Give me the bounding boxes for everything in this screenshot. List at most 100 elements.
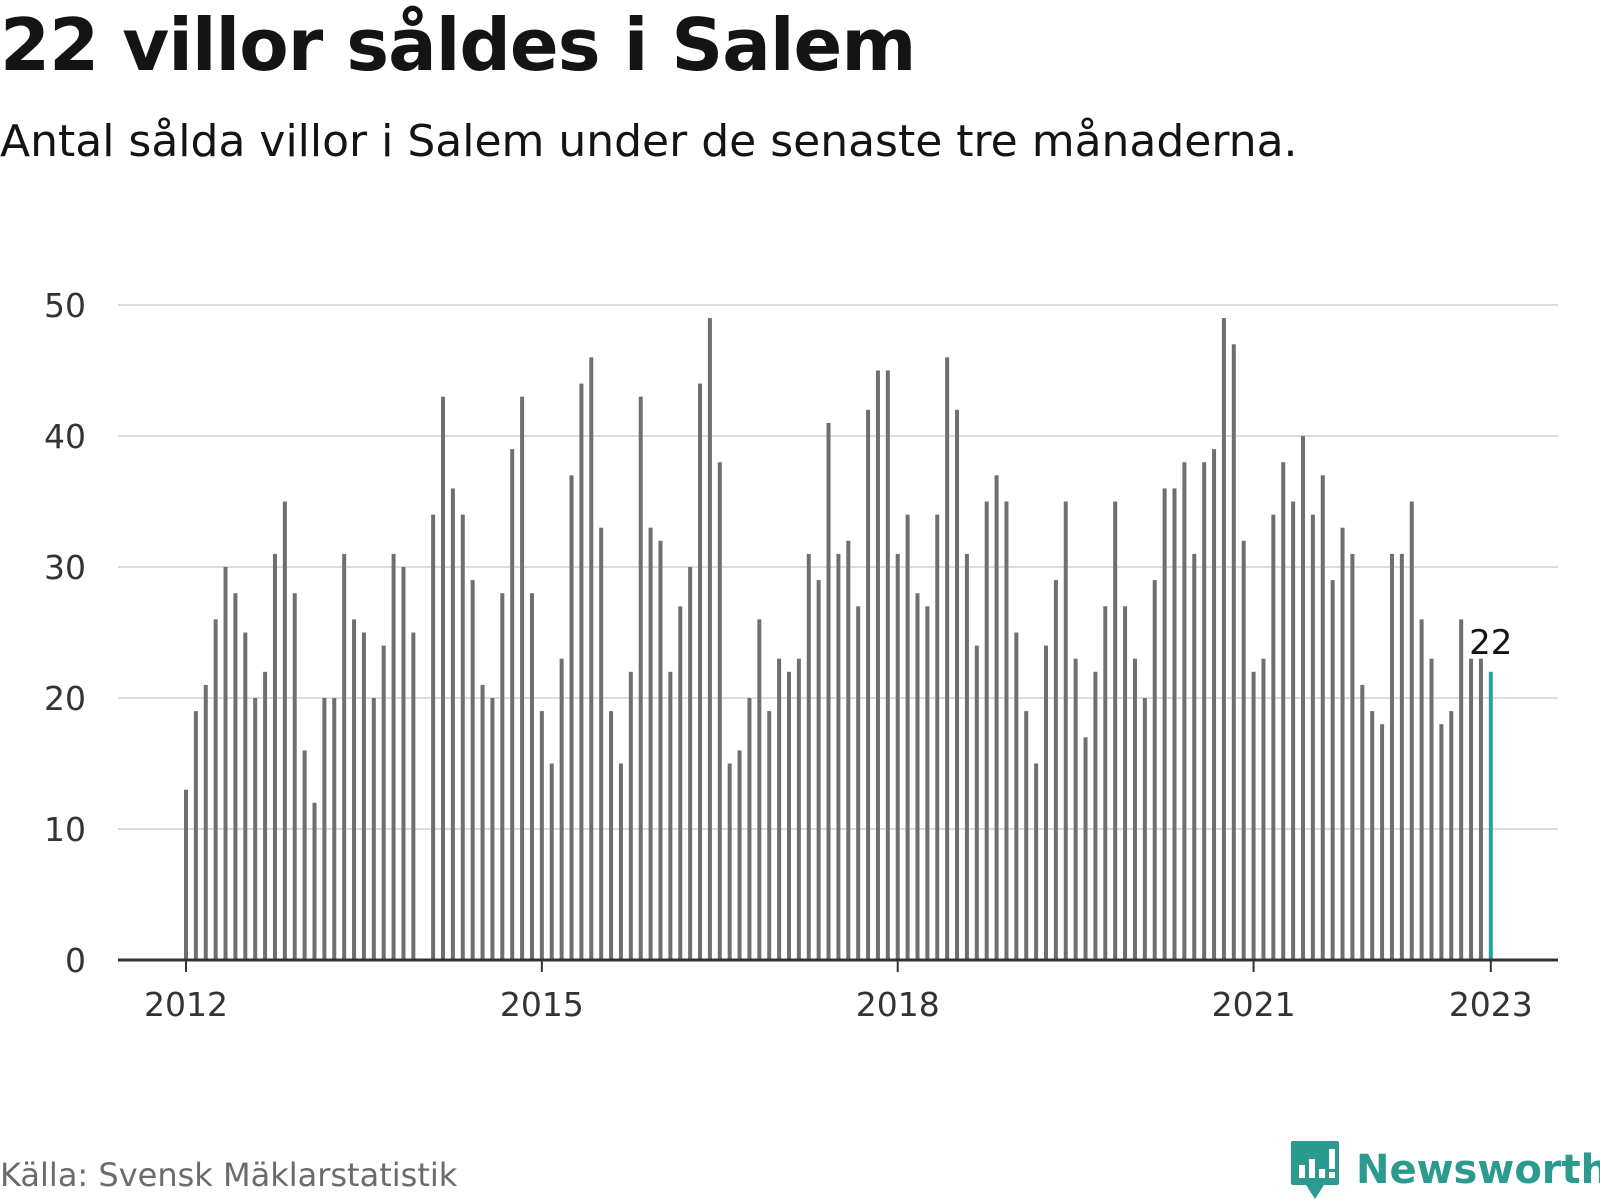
bar bbox=[1073, 658, 1078, 960]
bar bbox=[549, 763, 554, 960]
bar bbox=[1340, 527, 1345, 960]
bar bbox=[816, 580, 821, 960]
bar bbox=[1113, 501, 1118, 960]
bar bbox=[381, 645, 386, 960]
brand: Newsworthy bbox=[1290, 1138, 1600, 1202]
bar bbox=[945, 357, 950, 960]
bar bbox=[253, 698, 258, 960]
bar bbox=[1330, 580, 1335, 960]
bar bbox=[1192, 553, 1197, 960]
bar bbox=[559, 658, 564, 960]
bar bbox=[520, 396, 525, 960]
bar bbox=[1083, 737, 1088, 960]
bar bbox=[974, 645, 979, 960]
bar-highlight bbox=[1488, 671, 1493, 960]
y-tick-label: 20 bbox=[44, 679, 86, 718]
bar bbox=[233, 593, 238, 960]
bar bbox=[1231, 344, 1236, 960]
bar bbox=[1024, 711, 1029, 960]
bar bbox=[243, 632, 248, 960]
bar bbox=[223, 567, 228, 960]
bar bbox=[1251, 671, 1256, 960]
bar bbox=[361, 632, 366, 960]
bar bbox=[1301, 436, 1306, 960]
bar bbox=[431, 514, 436, 960]
bar bbox=[460, 514, 465, 960]
bar bbox=[1449, 711, 1454, 960]
bar bbox=[628, 671, 633, 960]
bar bbox=[856, 606, 861, 960]
bar bbox=[1380, 724, 1385, 960]
bar bbox=[826, 422, 831, 960]
bar bbox=[836, 553, 841, 960]
bar bbox=[470, 580, 475, 960]
x-tick-label: 2021 bbox=[1212, 985, 1296, 1024]
bar bbox=[1419, 619, 1424, 960]
brand-name: Newsworthy bbox=[1356, 1147, 1600, 1193]
bar bbox=[342, 553, 347, 960]
bar bbox=[1132, 658, 1137, 960]
y-tick-label: 40 bbox=[44, 417, 86, 456]
bar bbox=[1043, 645, 1048, 960]
bar bbox=[203, 684, 208, 960]
bar bbox=[1004, 501, 1009, 960]
bar bbox=[905, 514, 910, 960]
bar bbox=[322, 698, 327, 960]
bar bbox=[401, 567, 406, 960]
bar bbox=[1360, 684, 1365, 960]
bar bbox=[292, 593, 297, 960]
bar bbox=[846, 540, 851, 960]
bar bbox=[648, 527, 653, 960]
bar bbox=[1053, 580, 1058, 960]
bar bbox=[1350, 553, 1355, 960]
y-tick-label: 0 bbox=[65, 941, 86, 980]
y-tick-label: 30 bbox=[44, 548, 86, 587]
bar bbox=[1459, 619, 1464, 960]
y-tick-label: 10 bbox=[44, 810, 86, 849]
bar bbox=[500, 593, 505, 960]
bar bbox=[875, 370, 880, 960]
bar bbox=[895, 553, 900, 960]
x-tick-label: 2012 bbox=[144, 985, 228, 1024]
bar bbox=[915, 593, 920, 960]
data-labels: 22 bbox=[1467, 620, 1515, 665]
bar bbox=[529, 593, 534, 960]
bar bbox=[925, 606, 930, 960]
source-note: Källa: Svensk Mäklarstatistik bbox=[0, 1156, 458, 1194]
bar bbox=[213, 619, 218, 960]
bar bbox=[302, 750, 307, 960]
chart-subtitle: Antal sålda villor i Salem under de sena… bbox=[0, 116, 1298, 167]
bar bbox=[678, 606, 683, 960]
highlight-value-label: 22 bbox=[1469, 623, 1512, 663]
bar bbox=[490, 698, 495, 960]
x-tick-label: 2023 bbox=[1449, 985, 1533, 1024]
newsworthy-chart-bubble-icon bbox=[1291, 1141, 1339, 1199]
x-tick-label: 2015 bbox=[500, 985, 584, 1024]
bars bbox=[184, 318, 1493, 961]
bar bbox=[1152, 580, 1157, 960]
bar bbox=[1172, 488, 1177, 960]
bar bbox=[391, 553, 396, 960]
bar bbox=[866, 409, 871, 960]
bar bbox=[618, 763, 623, 960]
bar bbox=[1162, 488, 1167, 960]
bar bbox=[332, 698, 337, 960]
bar bbox=[1093, 671, 1098, 960]
bar bbox=[450, 488, 455, 960]
chart-title: 22 villor såldes i Salem bbox=[0, 3, 916, 87]
bar bbox=[1281, 462, 1286, 960]
bar bbox=[955, 409, 960, 960]
bar bbox=[1202, 462, 1207, 960]
bar bbox=[272, 553, 277, 960]
bar bbox=[717, 462, 722, 960]
bar bbox=[1478, 658, 1483, 960]
bar bbox=[796, 658, 801, 960]
bar bbox=[727, 763, 732, 960]
bar bbox=[638, 396, 643, 960]
bar bbox=[1103, 606, 1108, 960]
bar bbox=[184, 789, 188, 960]
bar bbox=[609, 711, 614, 960]
bar bbox=[411, 632, 416, 960]
bar bbox=[263, 671, 268, 960]
